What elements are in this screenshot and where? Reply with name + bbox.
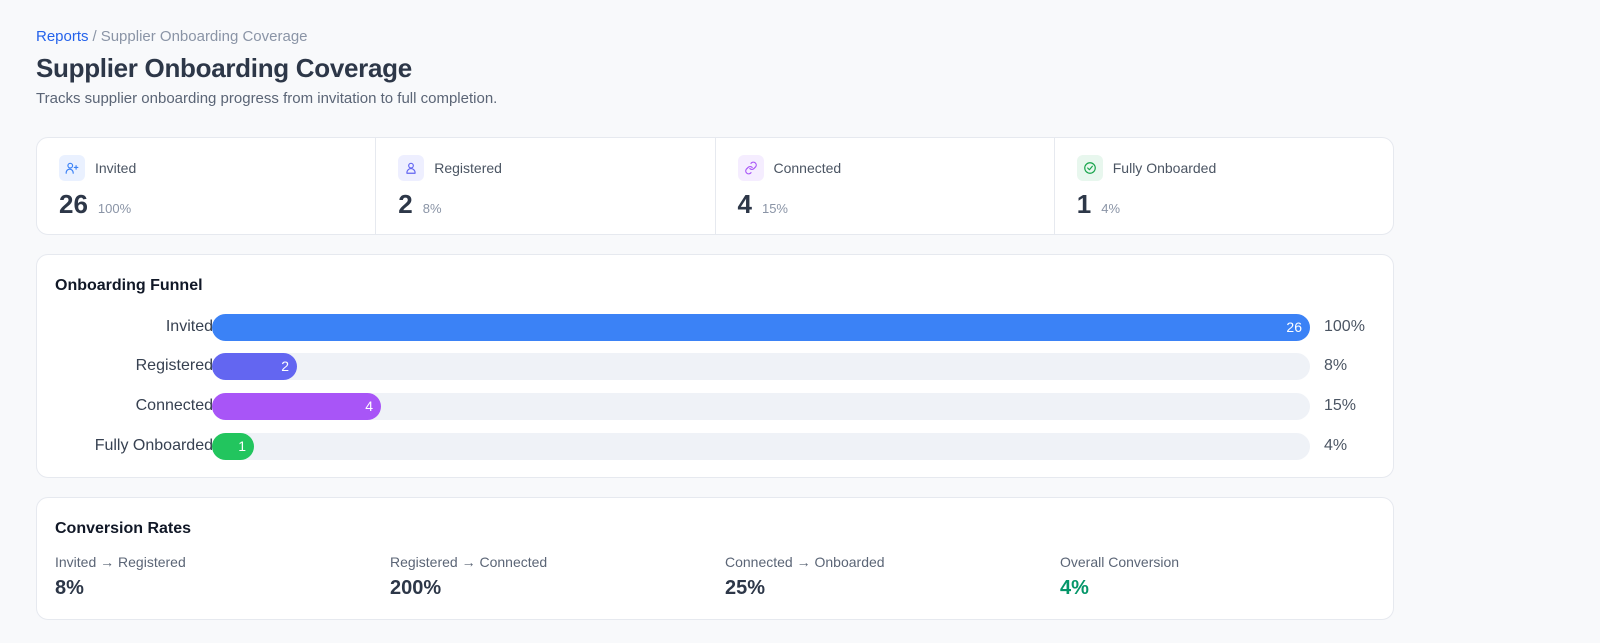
stat-registered: Registered 2 8% [376,138,716,234]
stat-connected: Connected 4 15% [716,138,1055,234]
stat-value: 2 [398,189,413,219]
conversion-label: Invited → Registered [55,554,186,570]
conversion-label: Registered → Connected [390,554,548,570]
funnel-row-label: Fully Onboarded [94,437,213,454]
user-plus-icon [59,155,85,181]
stat-value: 1 [1076,189,1092,219]
page-title: Supplier Onboarding Coverage [36,53,412,83]
funnel-bar-fill: 1 [212,433,254,460]
onboarding-funnel-card: Onboarding Funnel Invited 26 100% Regist… [36,254,1394,478]
stat-value: 26 [59,189,88,219]
funnel-bar-track: 1 [212,433,1310,460]
conversion-registered-connected: Registered → Connected 200% [390,554,547,600]
conversion-overall: Overall Conversion 4% [1060,554,1179,600]
conversion-rates-card: Conversion Rates Invited → Registered 8%… [36,497,1394,620]
stat-label: Invited [95,160,137,176]
link-icon [737,155,764,181]
user-icon [398,155,425,181]
funnel-row-label: Registered [135,357,213,374]
conversion-invited-registered: Invited → Registered 8% [55,554,186,600]
stat-label: Connected [773,160,842,176]
funnel-bar-fill: 26 [212,314,1310,341]
breadcrumb-reports-link[interactable]: Reports [36,28,89,45]
funnel-title: Onboarding Funnel [55,277,203,294]
funnel-bar-track: 4 [212,393,1310,420]
conversion-label: Connected → Onboarded [725,554,885,570]
funnel-row-percentage: 4% [1324,437,1348,454]
page-subtitle: Tracks supplier onboarding progress from… [36,90,498,107]
stat-invited: Invited 26 100% [37,138,377,234]
conversion-label: Overall Conversion [1060,554,1180,570]
stats-card: Invited 26 100% Registered 2 8% [36,137,1394,235]
check-circle-icon [1076,155,1103,181]
funnel-row-registered: Registered 2 8% [37,353,1393,380]
funnel-bar-count: 4 [365,398,373,414]
stat-percentage: 100% [97,201,132,216]
conversion-value: 25% [725,577,766,599]
conversion-title: Conversion Rates [55,520,192,537]
breadcrumb: Reports / Supplier Onboarding Coverage [36,28,308,45]
conversion-connected-onboarded: Connected → Onboarded 25% [725,554,885,600]
funnel-bar-track: 2 [212,353,1310,380]
stat-percentage: 4% [1101,201,1121,216]
funnel-bar-track: 26 [212,314,1310,341]
stat-label: Registered [434,160,502,176]
funnel-bar-fill: 4 [212,393,381,420]
conversion-value: 200% [390,577,442,599]
funnel-bar-count: 2 [281,358,289,374]
funnel-row-percentage: 100% [1324,318,1365,335]
funnel-row-fully-onboarded: Fully Onboarded 1 4% [37,433,1393,460]
stat-label: Fully Onboarded [1112,160,1217,176]
funnel-bar-fill: 2 [212,353,297,380]
conversion-value: 4% [1060,577,1089,599]
stat-percentage: 15% [761,201,788,216]
funnel-row-label: Connected [135,397,213,414]
stat-value: 4 [737,189,752,219]
stat-percentage: 8% [422,201,442,216]
conversion-value: 8% [55,577,84,599]
breadcrumb-current: Supplier Onboarding Coverage [100,28,308,45]
funnel-bar-count: 26 [1286,319,1302,335]
stat-fully-onboarded: Fully Onboarded 1 4% [1055,138,1393,234]
funnel-bar-count: 1 [238,438,246,454]
funnel-row-percentage: 15% [1324,397,1357,414]
funnel-row-label: Invited [165,318,213,335]
breadcrumb-separator: / [92,28,97,45]
funnel-row-connected: Connected 4 15% [37,393,1393,420]
funnel-row-percentage: 8% [1324,357,1348,374]
funnel-row-invited: Invited 26 100% [37,314,1393,341]
